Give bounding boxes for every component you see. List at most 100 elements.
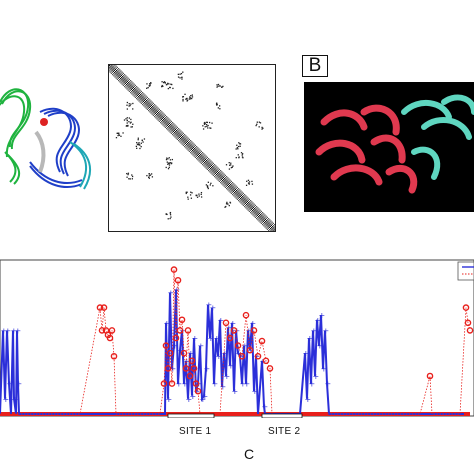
contact-diagonal-dot [162, 120, 164, 122]
contact-diagonal-dot [152, 112, 154, 114]
contact-diagonal-dot [140, 90, 142, 92]
contact-diagonal-dot [203, 163, 205, 165]
contact-diagonal-dot [159, 115, 161, 117]
contact-diagonal-dot [263, 217, 265, 219]
contact-diagonal-dot [243, 197, 245, 199]
contact-diagonal-dot [212, 174, 214, 176]
contact-diagonal-dot [145, 101, 147, 103]
structure-drawing [315, 94, 474, 194]
contact-diagonal-dot [153, 107, 155, 109]
contact-diagonal-dot [202, 164, 204, 166]
contact-diagonal-dot [219, 171, 221, 173]
contact-diagonal-dot [231, 189, 233, 191]
contact-diagonal-dot [152, 110, 154, 112]
contact-cluster-dot [149, 84, 151, 86]
contact-diagonal-dot [128, 78, 130, 80]
contact-diagonal-dot [125, 87, 127, 89]
contact-cluster-dot [181, 78, 183, 80]
contact-cluster-dot [148, 83, 151, 85]
series-blue-point: + [182, 380, 189, 389]
contact-cluster-dot [262, 127, 264, 129]
contact-diagonal-dot [267, 219, 269, 221]
contact-diagonal-dot [192, 152, 194, 154]
series-red-point [188, 357, 196, 365]
contact-diagonal-dot [218, 180, 220, 182]
contact-diagonal-dot [271, 221, 273, 223]
contact-cluster-dot [169, 86, 171, 89]
contact-diagonal-dot [192, 144, 194, 146]
series-blue-point: + [252, 387, 259, 396]
contact-diagonal-dot [186, 138, 188, 140]
contact-diagonal-dot [258, 220, 260, 222]
contact-diagonal-dot [161, 123, 163, 125]
contact-diagonal-dot [167, 121, 169, 123]
contact-diagonal-dot [158, 120, 160, 122]
contact-cluster-dot [245, 184, 248, 186]
contact-diagonal-dot [147, 105, 149, 107]
series-red-point [110, 352, 118, 360]
contact-diagonal-dot [255, 211, 257, 213]
contact-diagonal-dot [180, 132, 182, 134]
contact-diagonal-dot [237, 197, 239, 199]
contact-diagonal-dot [241, 191, 243, 193]
contact-diagonal-dot [270, 228, 272, 230]
contact-cluster-dot [167, 82, 169, 85]
contact-diagonal-dot [254, 212, 256, 214]
contact-diagonal-dot [169, 121, 171, 123]
contact-cluster-dot [236, 144, 238, 146]
contact-diagonal-dot [221, 171, 223, 173]
contact-diagonal-dot [229, 179, 231, 181]
contact-cluster-dot [232, 165, 234, 167]
contact-diagonal-dot [204, 162, 206, 164]
contact-cluster-dot [135, 145, 138, 148]
contact-diagonal-dot [173, 129, 175, 131]
contact-diagonal-dot [219, 179, 221, 181]
contact-diagonal-dot [244, 202, 246, 204]
contact-diagonal-dot [241, 193, 243, 195]
series-red-point [246, 346, 254, 354]
contact-diagonal-dot [171, 125, 173, 127]
contact-diagonal-dot [164, 118, 166, 120]
contact-cluster-dot [191, 96, 194, 98]
contact-diagonal-dot [179, 131, 181, 133]
contact-diagonal-dot [227, 183, 229, 185]
contact-diagonal-dot [207, 167, 209, 169]
contact-diagonal-dot [216, 170, 218, 172]
contact-diagonal-dot [198, 152, 200, 154]
contact-cluster-dot [191, 192, 193, 194]
contact-diagonal-dot [133, 85, 135, 87]
contact-diagonal-dot [186, 140, 188, 142]
contact-diagonal-dot [192, 154, 194, 156]
contact-diagonal-dot [197, 159, 199, 161]
contact-diagonal-dot [199, 157, 201, 159]
contact-diagonal-dot [110, 72, 112, 74]
contact-diagonal-dot [118, 76, 120, 78]
contact-diagonal-dot [210, 172, 212, 174]
contact-diagonal-dot [274, 226, 276, 228]
contact-diagonal-dot [171, 129, 173, 131]
contact-diagonal-dot [143, 97, 145, 99]
contact-diagonal-dot [195, 147, 197, 149]
contact-diagonal-dot [136, 86, 138, 88]
contact-cluster-dot [228, 168, 231, 170]
contact-diagonal-dot [247, 207, 249, 209]
contact-cluster-dot [218, 105, 221, 107]
contact-diagonal-dot [126, 88, 128, 90]
contact-diagonal-dot [221, 181, 223, 183]
contact-cluster-dot [146, 87, 148, 89]
contact-cluster-dot [210, 182, 212, 184]
contact-diagonal-dot [220, 176, 222, 178]
contact-diagonal-dot [186, 136, 188, 138]
contact-diagonal-dot [271, 229, 273, 231]
contact-diagonal-dot [127, 87, 129, 89]
contact-diagonal-dot [264, 216, 266, 218]
contact-cluster-dot [131, 174, 133, 176]
contact-cluster-dot [256, 123, 258, 125]
contact-diagonal-dot [211, 161, 213, 163]
series-blue-point: + [7, 380, 14, 389]
contact-diagonal-dot [185, 137, 187, 139]
contact-diagonal-dot [253, 209, 255, 211]
contact-diagonal-dot [140, 98, 142, 100]
contact-diagonal-dot [219, 173, 221, 175]
contact-cluster-dot [138, 142, 140, 144]
